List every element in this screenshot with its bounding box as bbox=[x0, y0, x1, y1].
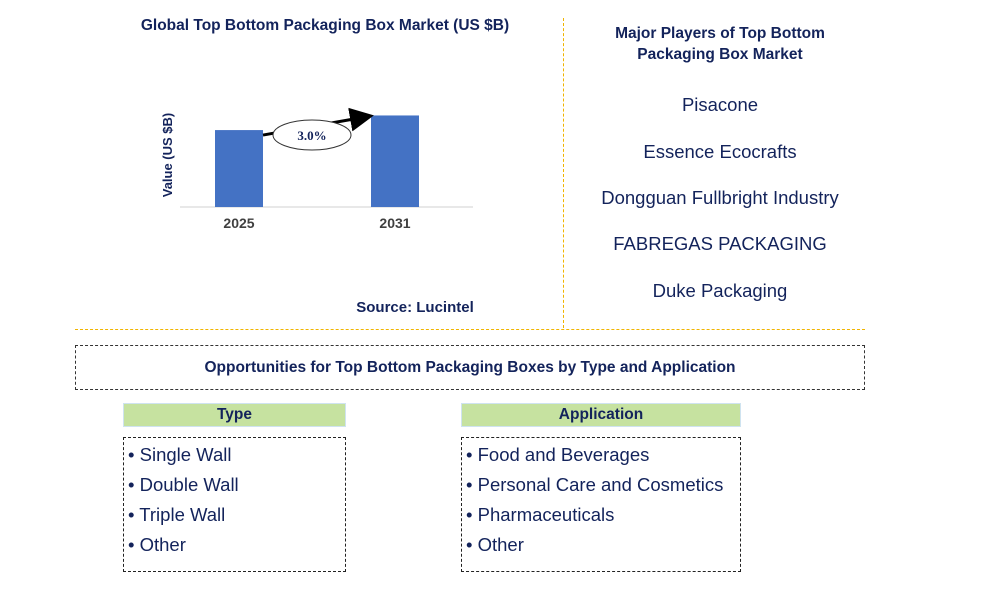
x-tick-label: 2031 bbox=[379, 215, 410, 231]
player-item: Pisacone bbox=[681, 94, 759, 115]
opportunities-title: Opportunities for Top Bottom Packaging B… bbox=[75, 345, 865, 390]
cagr-ellipse bbox=[272, 119, 352, 151]
cagr-label: 3.0% bbox=[297, 128, 326, 143]
player-item: Duke Packaging bbox=[652, 280, 788, 301]
application-item: • Other bbox=[466, 534, 524, 555]
x-tick-label: 2025 bbox=[223, 215, 254, 231]
y-axis-label: Value (US $B) bbox=[160, 113, 175, 198]
application-item: • Pharmaceuticals bbox=[466, 504, 615, 525]
player-item: Dongguan Fullbright Industry bbox=[601, 187, 839, 208]
bar-2031 bbox=[371, 115, 419, 207]
bar-chart: Value (US $B) 3.0% 2025 2031 bbox=[160, 107, 473, 231]
application-header: Application bbox=[461, 403, 741, 427]
chart-title: Global Top Bottom Packaging Box Market (… bbox=[140, 17, 510, 34]
type-header: Type bbox=[123, 403, 346, 427]
player-item: Essence Ecocrafts bbox=[643, 141, 797, 162]
type-item: • Double Wall bbox=[128, 474, 239, 495]
type-item: • Other bbox=[128, 534, 186, 555]
application-item: • Food and Beverages bbox=[466, 444, 650, 465]
type-list: • Single Wall • Double Wall • Triple Wal… bbox=[123, 437, 346, 572]
horizontal-divider bbox=[75, 329, 865, 330]
application-list: • Food and Beverages • Personal Care and… bbox=[461, 437, 741, 572]
player-item: FABREGAS PACKAGING bbox=[613, 233, 827, 254]
opportunities-title-text: Opportunities for Top Bottom Packaging B… bbox=[204, 358, 736, 376]
bar-2025 bbox=[215, 130, 263, 207]
source-label: Source: Lucintel bbox=[356, 299, 474, 316]
type-item: • Triple Wall bbox=[128, 504, 226, 525]
players-title: Major Players of Top Bottom Packaging Bo… bbox=[615, 25, 825, 63]
application-item: • Personal Care and Cosmetics bbox=[466, 474, 724, 495]
vertical-divider bbox=[563, 18, 564, 328]
type-item: • Single Wall bbox=[128, 444, 232, 465]
